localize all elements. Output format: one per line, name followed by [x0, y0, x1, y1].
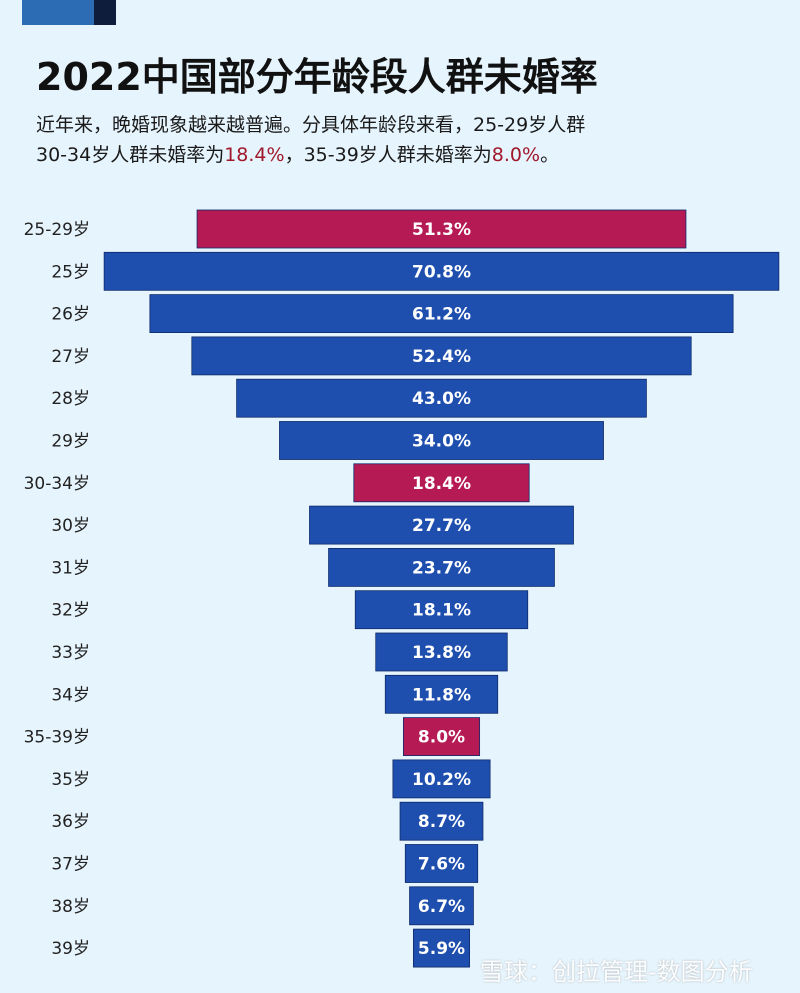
data-label: 13.8%	[412, 643, 471, 663]
data-label: 23.7%	[412, 558, 471, 578]
bar-36岁	[399, 801, 484, 841]
data-label: 18.4%	[412, 474, 471, 494]
bar-35岁	[392, 759, 491, 799]
highlight-value: 18.4%	[224, 144, 285, 166]
data-label: 8.7%	[418, 812, 465, 832]
category-label: 38岁	[51, 897, 90, 917]
category-label: 34岁	[51, 685, 90, 705]
data-label: 70.8%	[412, 262, 471, 282]
data-label: 10.2%	[412, 770, 471, 790]
bar-30岁	[309, 505, 574, 545]
highlight-value: 8.0%	[491, 144, 541, 166]
bar-25岁	[103, 251, 780, 291]
subtitle-text: 30-34岁人群未婚率为	[36, 144, 225, 166]
category-label: 31岁	[51, 558, 90, 578]
category-label: 27岁	[51, 347, 90, 367]
data-label: 27.7%	[412, 516, 471, 536]
data-label: 11.8%	[412, 685, 471, 705]
bar-25-29岁	[196, 209, 687, 249]
category-label: 32岁	[51, 601, 90, 621]
subtitle-line2: 30-34岁人群未婚率为18.4%，35-39岁人群未婚率为8.0%。	[36, 140, 585, 170]
category-label: 29岁	[51, 432, 90, 452]
category-label: 30-34岁	[24, 474, 90, 494]
bar-35-39岁	[402, 717, 481, 756]
bar-28岁	[236, 378, 647, 418]
bar-26岁	[149, 294, 734, 334]
category-label: 39岁	[51, 939, 90, 959]
category-label: 25-29岁	[24, 220, 90, 240]
data-label: 18.1%	[412, 601, 471, 621]
subtitle-text: ，35-39岁人群未婚率为	[284, 144, 492, 166]
data-label: 5.9%	[418, 939, 465, 959]
data-label: 52.4%	[412, 347, 471, 367]
category-label: 35-39岁	[24, 728, 90, 748]
data-label: 34.0%	[412, 432, 471, 452]
category-label: 25岁	[51, 262, 90, 282]
category-label: 36岁	[51, 812, 90, 832]
decor-block-dark	[94, 0, 116, 25]
data-label: 61.2%	[412, 305, 471, 325]
bar-38岁	[409, 886, 474, 926]
decor-block-blue	[22, 0, 94, 25]
watermark: 雪球：创拉管理-数图分析	[480, 958, 753, 986]
bar-33岁	[375, 632, 508, 672]
category-label: 26岁	[51, 305, 90, 325]
data-label: 51.3%	[412, 220, 471, 240]
bar-34岁	[384, 674, 499, 714]
subtitle-line1: 近年来，晚婚现象越来越普遍。分具体年龄段来看，25-29岁人群	[36, 114, 586, 136]
bar-30-34岁	[353, 463, 530, 503]
category-label: 37岁	[51, 855, 90, 875]
data-label: 6.7%	[418, 897, 465, 917]
category-label: 35岁	[51, 770, 90, 790]
bar-31岁	[328, 548, 555, 587]
subtitle: 近年来，晚婚现象越来越普遍。分具体年龄段来看，25-29岁人群 30-34岁人群…	[36, 110, 585, 170]
bar-29岁	[279, 421, 604, 460]
bar-37岁	[404, 844, 479, 883]
data-label: 7.6%	[418, 855, 465, 875]
category-label: 30岁	[51, 516, 90, 536]
data-label: 8.0%	[418, 728, 465, 748]
bar-27岁	[191, 336, 692, 376]
chart-title: 2022中国部分年龄段人群未婚率	[36, 55, 598, 99]
subtitle-text: 。	[540, 144, 560, 166]
bar-32岁	[354, 590, 529, 630]
category-label: 28岁	[51, 389, 90, 409]
data-label: 43.0%	[412, 389, 471, 409]
category-label: 33岁	[51, 643, 90, 663]
bar-39岁	[412, 928, 471, 968]
